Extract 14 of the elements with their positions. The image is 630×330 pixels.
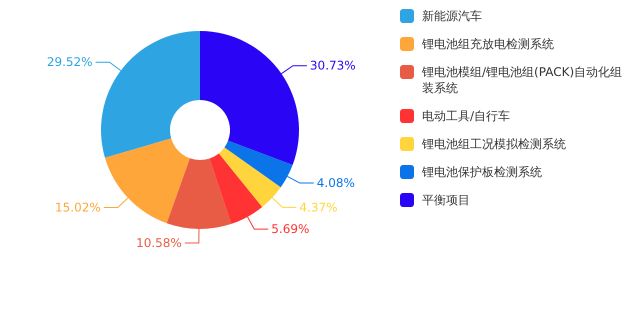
data-label: 15.02% — [55, 200, 101, 215]
legend-label: 新能源汽车 — [422, 9, 482, 23]
legend-label: 锂电池保护板检测系统 — [422, 165, 542, 179]
data-label: 10.58% — [136, 236, 182, 250]
data-label: 5.69% — [271, 222, 310, 236]
legend-label: 电动工具/自行车 — [422, 109, 510, 123]
data-label: 30.73% — [310, 58, 356, 73]
legend-label: 平衡项目 — [422, 193, 470, 207]
data-label: 4.37% — [299, 200, 338, 214]
legend-label: 锂电池组充放电检测系统 — [422, 37, 554, 51]
legend-label: 锂电池模组/锂电池组(PACK)自动化组装系统 — [422, 65, 622, 95]
data-label: 29.52% — [46, 55, 93, 70]
data-label: 4.08% — [316, 176, 355, 190]
legend-label: 锂电池组工况模拟检测系统 — [422, 137, 566, 151]
